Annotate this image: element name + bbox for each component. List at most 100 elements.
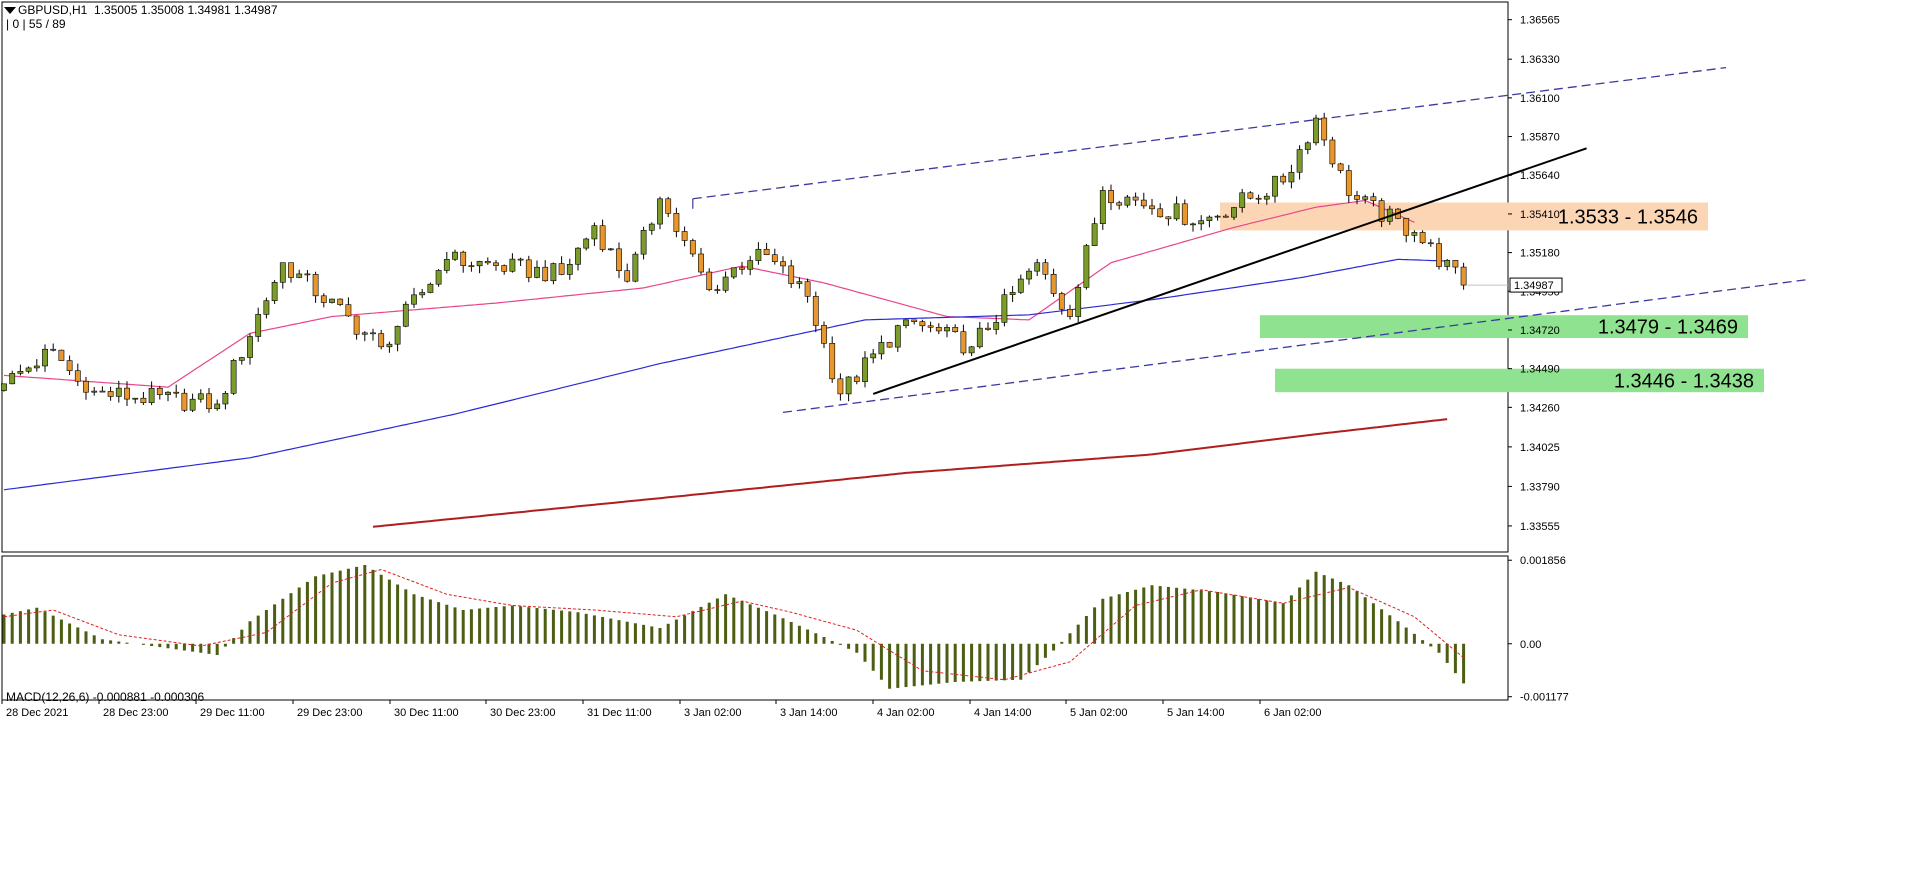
candle[interactable]: [1436, 237, 1442, 270]
candle[interactable]: [1132, 192, 1139, 207]
candle[interactable]: [296, 269, 303, 279]
candle[interactable]: [960, 324, 967, 356]
candle[interactable]: [591, 222, 598, 246]
candle[interactable]: [1026, 268, 1032, 285]
candle[interactable]: [443, 251, 450, 274]
candle[interactable]: [845, 376, 852, 402]
candle[interactable]: [99, 386, 106, 393]
candle[interactable]: [534, 260, 540, 279]
candle[interactable]: [468, 261, 475, 272]
candle[interactable]: [206, 388, 212, 413]
candle[interactable]: [1149, 198, 1155, 215]
candle[interactable]: [17, 364, 24, 376]
candle[interactable]: [484, 257, 491, 265]
candle[interactable]: [1198, 215, 1205, 231]
candle[interactable]: [1206, 215, 1213, 228]
candle[interactable]: [1214, 214, 1221, 221]
candle[interactable]: [878, 335, 885, 360]
candle[interactable]: [1280, 173, 1287, 185]
candle[interactable]: [821, 321, 827, 349]
candle[interactable]: [1272, 175, 1278, 203]
candle[interactable]: [1034, 258, 1041, 276]
candle[interactable]: [1345, 164, 1352, 203]
candle[interactable]: [1222, 214, 1229, 218]
candle[interactable]: [558, 256, 565, 276]
candle[interactable]: [247, 333, 253, 365]
channel-upper-line[interactable]: [692, 66, 1727, 200]
candle[interactable]: [394, 325, 401, 352]
candle[interactable]: [1099, 186, 1106, 230]
candle[interactable]: [337, 298, 344, 307]
candle[interactable]: [140, 391, 147, 405]
candle[interactable]: [1042, 259, 1049, 280]
candle[interactable]: [1304, 141, 1311, 155]
candle[interactable]: [124, 381, 130, 406]
candle[interactable]: [722, 271, 729, 293]
candle[interactable]: [58, 349, 65, 361]
candle[interactable]: [509, 253, 516, 273]
candle[interactable]: [1296, 145, 1303, 180]
candle[interactable]: [993, 314, 1000, 335]
candle[interactable]: [1460, 262, 1467, 290]
price-zone-1[interactable]: [1220, 202, 1708, 231]
candle[interactable]: [501, 264, 508, 275]
candle[interactable]: [657, 196, 663, 230]
candle[interactable]: [780, 256, 786, 274]
candle[interactable]: [435, 269, 442, 287]
candle[interactable]: [1378, 198, 1385, 227]
candle[interactable]: [1247, 191, 1254, 200]
candle[interactable]: [476, 260, 483, 274]
candle[interactable]: [25, 366, 32, 374]
candle[interactable]: [1157, 203, 1164, 218]
candle[interactable]: [1288, 164, 1295, 189]
candle[interactable]: [378, 329, 385, 350]
candle[interactable]: [411, 287, 417, 309]
candle[interactable]: [1239, 188, 1246, 213]
candle[interactable]: [599, 219, 606, 252]
candle[interactable]: [165, 391, 171, 402]
candle[interactable]: [345, 297, 352, 317]
candle[interactable]: [640, 226, 647, 260]
candle[interactable]: [1181, 199, 1188, 226]
candle[interactable]: [361, 331, 368, 342]
candle[interactable]: [91, 386, 98, 396]
candle[interactable]: [886, 341, 893, 348]
candle[interactable]: [517, 257, 524, 267]
candle[interactable]: [952, 324, 959, 333]
candle[interactable]: [329, 298, 335, 304]
candle[interactable]: [33, 359, 40, 372]
candle[interactable]: [1337, 162, 1344, 174]
candle[interactable]: [255, 307, 262, 342]
chart-menu-caret-icon[interactable]: [4, 7, 16, 14]
candle[interactable]: [525, 255, 532, 283]
candle[interactable]: [796, 277, 803, 289]
candle[interactable]: [279, 262, 286, 289]
candle[interactable]: [452, 249, 458, 262]
candle[interactable]: [156, 385, 163, 400]
candle[interactable]: [911, 319, 918, 325]
candle[interactable]: [1313, 114, 1319, 146]
candle[interactable]: [730, 267, 737, 280]
candle[interactable]: [181, 388, 188, 412]
candle[interactable]: [386, 341, 393, 353]
candle[interactable]: [66, 355, 73, 376]
candle[interactable]: [894, 324, 901, 352]
candle[interactable]: [935, 323, 942, 335]
candle[interactable]: [214, 399, 221, 411]
price-zone-2[interactable]: [1260, 315, 1748, 339]
candle[interactable]: [493, 260, 499, 271]
candle[interactable]: [1140, 192, 1147, 209]
candle[interactable]: [320, 293, 327, 308]
candle[interactable]: [460, 250, 467, 273]
candle[interactable]: [665, 196, 672, 217]
candle[interactable]: [788, 259, 795, 288]
candle[interactable]: [197, 389, 204, 403]
candle[interactable]: [148, 381, 155, 406]
candle[interactable]: [681, 226, 688, 247]
candle[interactable]: [870, 349, 877, 364]
candle[interactable]: [763, 242, 770, 256]
candle[interactable]: [566, 258, 573, 280]
candle[interactable]: [115, 380, 122, 403]
candle[interactable]: [1419, 230, 1426, 245]
